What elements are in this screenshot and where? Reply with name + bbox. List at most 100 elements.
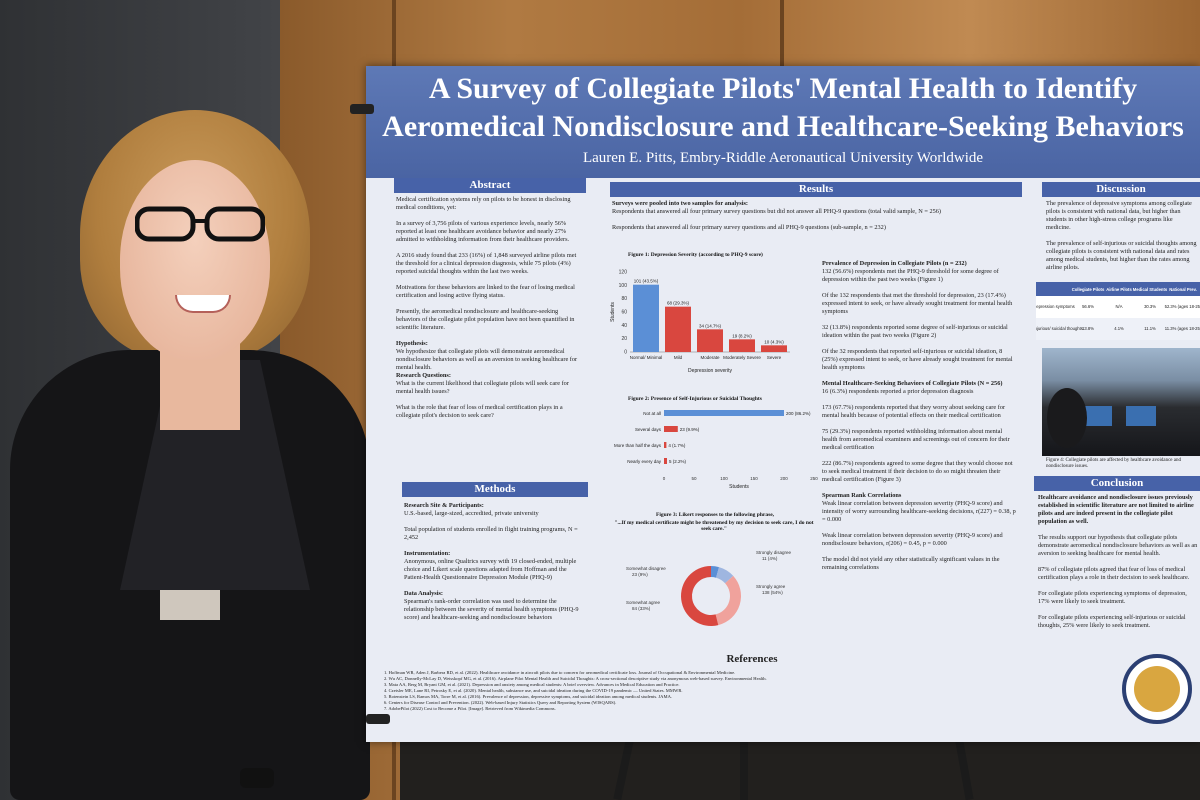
reference-item: 7. AdobePilot (2022) Cost to Become a Pi… (384, 706, 556, 711)
results-intro-item: Respondents that answered all four prima… (612, 208, 942, 215)
results-item: 16 (6.3%) respondents reported a prior d… (822, 388, 974, 395)
methods-item: Total population of students enrolled in… (404, 526, 578, 541)
table-header-cell: Collegiate Pilots (1072, 287, 1105, 292)
wristwatch (240, 768, 274, 788)
results-item: Of the 132 respondents that met the thre… (822, 292, 1013, 315)
bar-data-label: 10 (4.3%) (764, 339, 784, 344)
x-tick-label: 200 (780, 476, 788, 481)
seal-eagle-emblem (1134, 666, 1180, 712)
display-screen (1126, 406, 1156, 426)
table-row (1036, 318, 1200, 340)
methods-heading: Methods (402, 482, 588, 497)
discussion-body: The prevalence of depressive symptoms am… (1046, 200, 1198, 272)
y-tick-label: 0 (624, 350, 627, 356)
results-item: Weak linear correlation between depressi… (822, 500, 1016, 523)
research-poster: A Survey of Collegiate Pilots' Mental He… (366, 66, 1200, 742)
abstract-p: Medical certification systems rely on pi… (396, 196, 571, 211)
conclusion-body: Healthcare avoidance and nondisclosure i… (1038, 494, 1198, 630)
figure4-caption: Figure 4: Collegiate pilots are affected… (1046, 458, 1181, 469)
table-cell: Depression symptoms (1036, 304, 1075, 309)
methods-item: U.S.-based, large-sized, accredited, pri… (404, 510, 539, 517)
research-question: What is the current likelihood that coll… (396, 380, 569, 395)
results-subhead: Mental Healthcare-Seeking Behaviors of C… (822, 380, 1003, 387)
methods-label: Research Site & Participants: (404, 502, 484, 509)
discussion-item: The prevalence of depressive symptoms am… (1046, 200, 1192, 231)
abstract-heading: Abstract (394, 178, 586, 193)
abstract-bullet: A 2016 study found that 233 (16%) of 1,8… (396, 252, 577, 275)
x-tick-label: 100 (720, 476, 728, 481)
table-cell: 13.8% (1082, 326, 1094, 331)
bar (664, 426, 678, 432)
reference-item: 2. Wu AC, Donnelly-McLay D, Weisskopf MG… (384, 676, 767, 681)
table-header-cell: Medical Students (1133, 287, 1168, 292)
display-screen (1082, 406, 1112, 426)
figure3-subtitle: "...If my medical certificate might be t… (614, 520, 814, 532)
reference-item: 3. Mata AA, Berg M, Bryant GM, et al. (2… (384, 682, 680, 687)
results-intro: Surveys were pooled into two samples for… (612, 200, 1020, 232)
cockpit-instruments (1047, 388, 1156, 448)
slice-category-label: Somewhat agree (626, 600, 661, 605)
university-seal (1122, 654, 1192, 724)
hypothesis-label: Hypothesis: (396, 340, 428, 347)
binder-clip (366, 714, 390, 724)
results-intro-lead: Surveys were pooled into two samples for… (612, 200, 749, 207)
discussion-item: The prevalence of self-injurious or suic… (1046, 240, 1197, 271)
table-header-cell: National Prev. (1169, 287, 1197, 292)
poster-author: Lauren E. Pitts, Embry-Riddle Aeronautic… (582, 150, 984, 166)
slice-category-label: Somewhat disagree (626, 566, 666, 571)
glasses (135, 206, 265, 242)
table-cell: 56.6% (1082, 304, 1094, 309)
conclusion-item: The results support our hypothesis that … (1038, 534, 1198, 557)
x-tick-label: 50 (691, 476, 697, 481)
figure2-hbar-chart: Not at all 200 (86.2%) Several days 23 (9.9… (614, 410, 818, 490)
table-cell: 11.3% (ages 18-25) (1165, 326, 1200, 331)
abstract-p: Motivations for these behaviors are link… (396, 284, 575, 299)
results-item: Weak linear correlation between depressi… (822, 532, 1003, 547)
figure2-title: Figure 2: Presence of Self-Injurious or … (628, 396, 762, 402)
bar-data-label: 19 (8.2%) (732, 333, 752, 338)
conclusion-heading: Conclusion (1034, 476, 1200, 491)
results-subhead: Prevalence of Depression in Collegiate P… (822, 260, 967, 267)
slice-category-label: Strongly disagree (756, 550, 792, 555)
discussion-heading: Discussion (1042, 182, 1200, 197)
binder-clip (350, 104, 374, 114)
category-label: More than half the days (614, 443, 662, 448)
results-item: 173 (67.7%) respondents reported that th… (822, 404, 1006, 419)
y-tick-label: 100 (619, 283, 628, 289)
figure1-title: Figure 1: Depression Severity (according… (628, 252, 763, 258)
slice-data-label: 11 (4%) (762, 556, 778, 561)
y-tick-label: 120 (619, 270, 628, 276)
bar (664, 410, 784, 416)
table-cell: 30.3% (1144, 304, 1156, 309)
reference-item: 4. Czeisler ME, Lane RI, Petrosky E, et … (384, 688, 683, 693)
research-question: What is the role that fear of loss of me… (396, 404, 563, 419)
bar-data-label: 34 (14.7%) (699, 323, 722, 328)
results-item: 222 (86.7%) respondents agreed to some d… (822, 460, 1013, 483)
slice-data-label: 138 (54%) (762, 590, 783, 595)
results-item: 75 (29.3%) respondents reported withhold… (822, 428, 1010, 451)
bar (664, 442, 667, 448)
results-intro-item: Respondents that answered all four prima… (612, 224, 886, 231)
x-tick-label: Mild (674, 355, 683, 360)
y-tick-label: 40 (621, 323, 627, 329)
bar (665, 306, 691, 352)
bar (633, 284, 659, 352)
donut-slice (711, 566, 720, 578)
methods-label: Instrumentation: (404, 550, 451, 557)
x-axis-label: Students (729, 484, 749, 490)
y-tick-label: 20 (621, 336, 627, 342)
reference-item: 6. Centers for Disease Control and Preve… (384, 700, 617, 705)
references-heading: References (726, 653, 778, 665)
table-cell: N/A (1116, 304, 1123, 309)
donut-slice (716, 567, 734, 584)
y-tick-label: 80 (621, 296, 627, 302)
methods-item: Spearman's rank-order correlation was us… (404, 598, 579, 621)
x-tick-label: Moderately Severe (723, 355, 761, 360)
table-cell: Self-injurious/ suicidal thoughts (1036, 326, 1083, 331)
bar-data-label: 200 (86.2%) (786, 411, 811, 416)
results-right-body: Prevalence of Depression in Collegiate P… (822, 260, 1018, 572)
poster-title-line2: Aeromedical Nondisclosure and Healthcare… (382, 110, 1184, 143)
x-tick-label: 150 (750, 476, 758, 481)
easel-leg (740, 735, 748, 800)
results-subhead: Spearman Rank Correlations (822, 492, 902, 499)
